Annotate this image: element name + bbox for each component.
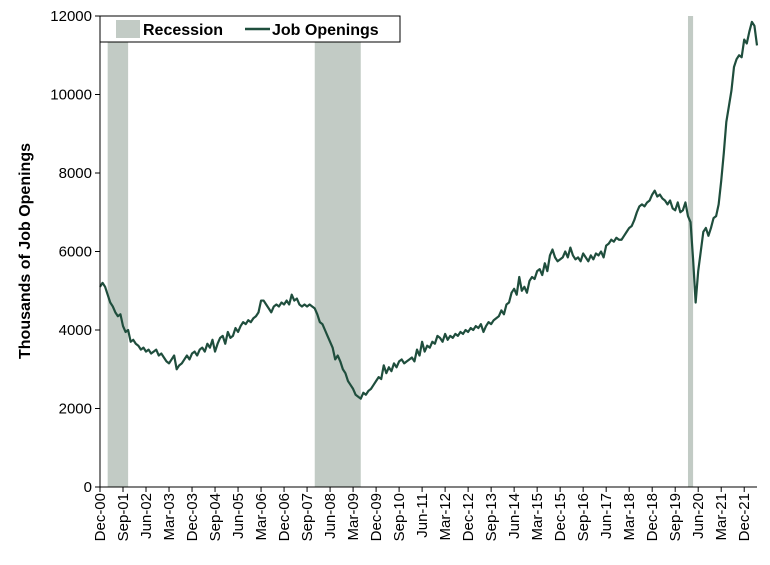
recession-band: [687, 16, 694, 487]
y-tick-label: 12000: [50, 8, 92, 25]
y-tick-label: 4000: [59, 322, 92, 339]
x-tick-label: Jun-20: [690, 493, 707, 539]
x-tick-labels: Dec-00 Sep-01 Jun-02 Mar-03 Dec-03 Sep-04 Jun-…: [92, 487, 753, 541]
x-tick-label: Dec-09: [368, 493, 385, 541]
x-tick-label: Sep-13: [483, 493, 500, 541]
x-tick-label: Jun-17: [598, 493, 615, 539]
y-tick-label: 6000: [59, 244, 92, 261]
x-tick-label: Jun-11: [414, 493, 431, 538]
y-tick-labels: 0 2000 4000 6000 8000 10000 12000: [50, 8, 100, 496]
x-tick-label: Jun-05: [230, 493, 247, 539]
x-tick-label: Jun-02: [138, 493, 155, 539]
recession-band: [314, 16, 361, 487]
x-tick-label: Mar-03: [161, 493, 178, 541]
x-tick-label: Sep-04: [207, 493, 224, 541]
y-tick-label: 10000: [50, 87, 92, 104]
x-tick-label: Sep-07: [299, 493, 316, 541]
x-tick-label: Dec-18: [644, 493, 661, 541]
series-lines: [99, 20, 759, 400]
legend: Recession Job Openings: [99, 15, 401, 43]
legend-label-job-openings: Job Openings: [272, 22, 379, 39]
x-tick-label: Dec-21: [736, 493, 753, 541]
series-line-job-openings: [99, 20, 759, 400]
x-tick-label: Dec-00: [92, 493, 109, 541]
x-tick-label: Mar-06: [253, 493, 270, 541]
x-tick-label: Dec-06: [276, 493, 293, 541]
x-tick-label: Sep-19: [667, 493, 684, 541]
y-tick-label: 2000: [59, 401, 92, 418]
x-tick-label: Dec-12: [460, 493, 477, 541]
legend-swatch-recession: [116, 20, 140, 38]
x-tick-label: Sep-16: [575, 493, 592, 541]
x-tick-label: Mar-15: [529, 493, 546, 541]
x-tick-label: Sep-10: [391, 493, 408, 541]
x-tick-label: Dec-03: [184, 493, 201, 541]
recession-bands: [107, 16, 694, 487]
x-tick-label: Mar-09: [345, 493, 362, 541]
x-tick-label: Dec-15: [552, 493, 569, 541]
x-tick-label: Jun-08: [322, 493, 339, 539]
y-tick-label: 0: [84, 479, 92, 496]
y-tick-label: 8000: [59, 165, 92, 182]
axes: [99, 16, 757, 488]
legend-label-recession: Recession: [143, 22, 223, 39]
y-axis-title: Thousands of Job Openings: [17, 143, 34, 359]
recession-band: [107, 16, 129, 487]
x-tick-label: Mar-21: [713, 493, 730, 541]
x-tick-label: Mar-12: [437, 493, 454, 541]
x-tick-label: Jun-14: [506, 493, 523, 539]
x-tick-label: Mar-18: [621, 493, 638, 541]
x-tick-label: Sep-01: [115, 493, 132, 541]
